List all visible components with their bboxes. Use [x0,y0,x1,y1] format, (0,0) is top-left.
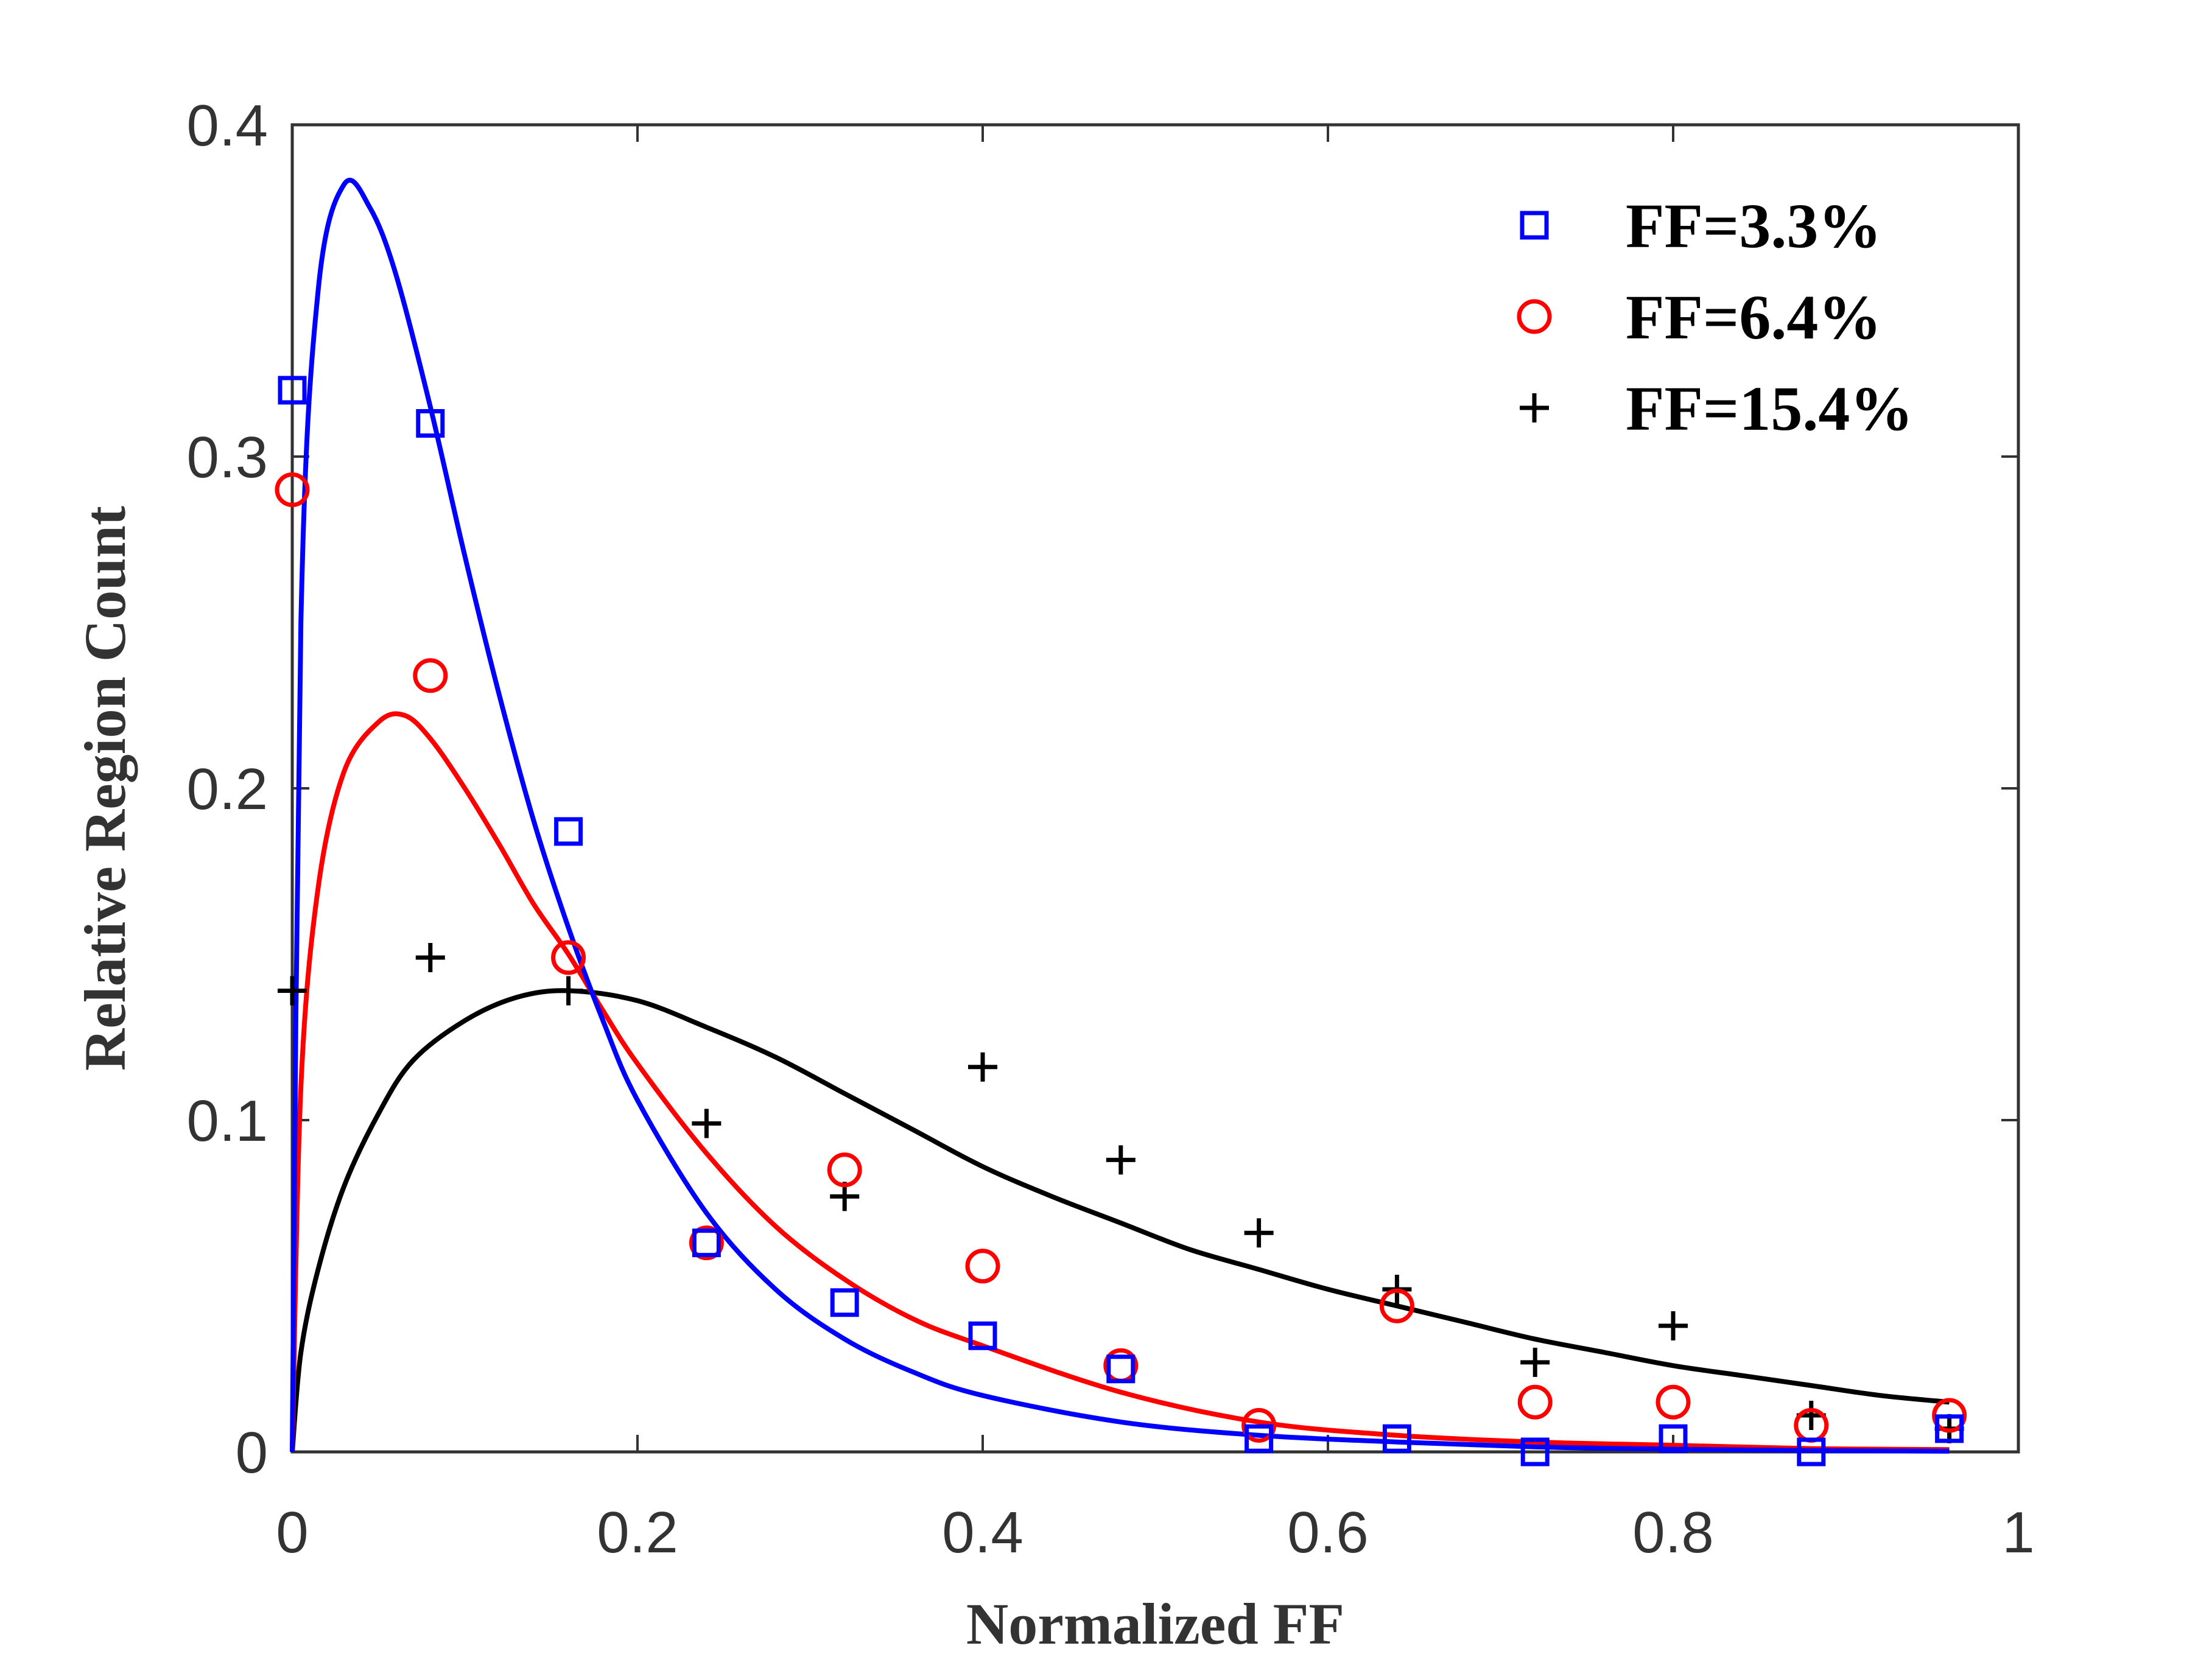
data-point-0 [554,817,583,846]
ticks: 0 0.2 0.4 0.6 0.8 1 0 0.1 0.2 0.3 0.4 [187,93,2035,1565]
data-point-2 [1659,1311,1688,1340]
x-tick-label: 0.6 [1287,1500,1368,1565]
y-tick-label: 0.3 [187,425,268,490]
fit-curve-2 [290,988,1950,1453]
data-point-0 [1382,1424,1411,1453]
fit-curve-1 [290,711,1950,1453]
data-point-1 [965,1249,1000,1284]
data-point-2 [1520,1347,1550,1377]
data-point-0 [1520,1437,1550,1467]
y-tick-label: 0.4 [187,93,268,158]
data-markers [275,376,1967,1467]
data-point-1 [1517,1384,1553,1420]
data-point-1 [827,1152,862,1188]
legend-label-2: FF=15.4% [1626,374,1913,444]
fit-curves [290,178,1950,1454]
data-point-2 [1244,1218,1274,1248]
data-point-0 [692,1228,721,1258]
data-point-0 [1935,1414,1964,1443]
x-tick-label: 0.2 [597,1500,678,1565]
data-point-0 [278,376,307,405]
data-point-0 [416,409,445,438]
x-tick-label: 1 [2002,1500,2034,1565]
fit-curve-0 [290,178,1950,1454]
data-point-1 [1379,1288,1414,1323]
legend: FF=3.3% FF=6.4% FF=15.4% [1517,191,1913,444]
legend-label-0: FF=3.3% [1626,191,1881,261]
data-point-0 [1106,1354,1136,1384]
data-point-2 [968,1052,997,1082]
data-point-2 [692,1109,722,1138]
data-point-0 [1659,1424,1688,1453]
data-point-1 [413,658,448,693]
legend-label-1: FF=6.4% [1626,282,1881,352]
data-point-0 [968,1321,997,1350]
y-axis-title: Relative Region Count [72,506,138,1071]
data-point-2 [1106,1145,1136,1175]
data-point-0 [1797,1437,1826,1467]
x-axis-title: Normalized FF [966,1591,1344,1654]
data-point-1 [1932,1398,1967,1433]
x-tick-label: 0.8 [1632,1500,1713,1565]
data-point-1 [1655,1384,1691,1420]
legend-marker-0 [1520,211,1549,240]
data-point-1 [1241,1407,1277,1443]
data-point-2 [278,976,307,1006]
data-point-1 [275,472,310,507]
data-point-1 [689,1225,724,1261]
data-point-1 [551,940,586,975]
x-tick-label: 0.4 [942,1500,1023,1565]
x-tick-label: 0 [276,1500,308,1565]
legend-marker-2 [1520,393,1549,422]
plot-area [290,123,2020,1454]
y-tick-label: 0 [236,1420,268,1485]
y-tick-label: 0.1 [187,1088,268,1154]
y-tick-label: 0.2 [187,757,268,822]
data-point-2 [553,976,583,1006]
data-point-0 [830,1288,859,1317]
data-point-0 [1245,1424,1274,1453]
data-point-2 [415,942,445,972]
axes-box [290,123,2020,1454]
legend-marker-1 [1517,299,1552,334]
